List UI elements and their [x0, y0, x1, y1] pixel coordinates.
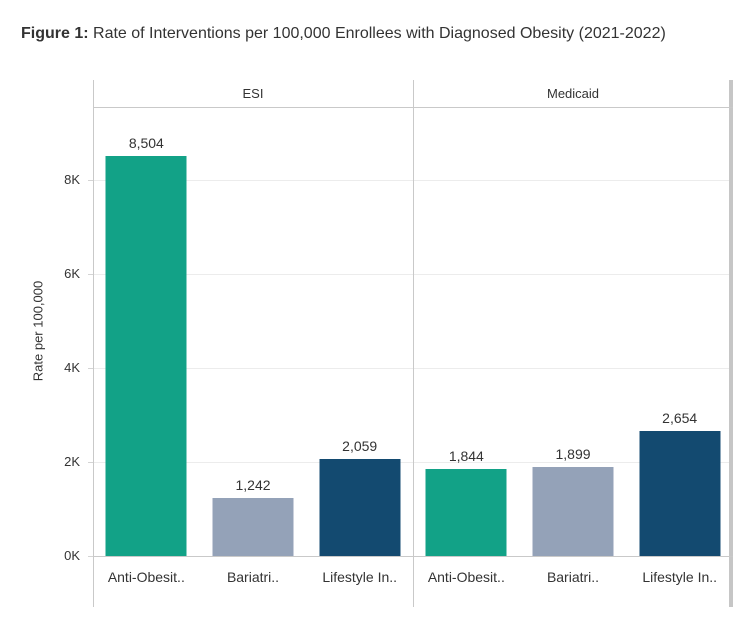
panel-header-esi: ESI — [242, 86, 264, 101]
panel-esi: 8,504 1,242 2,059 — [93, 107, 413, 556]
y-tick-label: 2K — [64, 454, 80, 469]
bar-value-label: 1,242 — [235, 477, 271, 493]
panel-medicaid: 1,844 1,899 2,654 — [413, 107, 733, 556]
y-tick-label: 4K — [64, 360, 80, 375]
bar-slot: 1,242 — [200, 107, 307, 556]
category-axis-medicaid: Anti-Obesit.. Bariatri.. Lifestyle In.. — [413, 557, 733, 607]
category-label: Lifestyle In.. — [642, 569, 718, 585]
category-label: Anti-Obesit.. — [427, 569, 505, 585]
plot-left-border — [93, 80, 94, 607]
bar-slot: 1,899 — [520, 107, 627, 556]
bar[interactable] — [639, 431, 721, 556]
bar-value-label: 8,504 — [128, 135, 164, 151]
bar-value-label: 1,899 — [555, 446, 591, 462]
panel-divider — [413, 80, 414, 607]
y-tick-label: 0K — [64, 548, 80, 563]
category-label: Lifestyle In.. — [322, 569, 398, 585]
panel-header-medicaid: Medicaid — [546, 86, 600, 101]
x-axis-baseline — [93, 556, 733, 557]
figure-title-text: Rate of Interventions per 100,000 Enroll… — [88, 25, 666, 42]
bar-value-label: 2,654 — [662, 410, 698, 426]
bar-value-label: 2,059 — [342, 438, 378, 454]
bar-slot: 2,059 — [306, 107, 413, 556]
y-tick-mark — [88, 462, 93, 463]
bar[interactable] — [212, 498, 294, 556]
bar[interactable] — [425, 469, 507, 556]
y-tick-label: 8K — [64, 172, 80, 187]
y-tick-mark — [88, 180, 93, 181]
panel-headers: ESI Medicaid — [93, 80, 733, 107]
chart-right-border — [729, 80, 733, 607]
bar-slot: 8,504 — [93, 107, 200, 556]
bar[interactable] — [319, 459, 401, 556]
bar[interactable] — [532, 467, 614, 556]
category-axis-esi: Anti-Obesit.. Bariatri.. Lifestyle In.. — [93, 557, 413, 607]
figure-title-prefix: Figure 1: — [21, 25, 89, 42]
bar-slot: 2,654 — [626, 107, 733, 556]
bar-slot: 1,844 — [413, 107, 520, 556]
category-label: Anti-Obesit.. — [107, 569, 185, 585]
y-tick-label: 6K — [64, 266, 80, 281]
y-tick-mark — [88, 274, 93, 275]
bar[interactable] — [105, 156, 187, 556]
figure-title: Figure 1: Rate of Interventions per 100,… — [21, 23, 709, 45]
y-tick-mark — [88, 368, 93, 369]
header-bottom-border — [93, 107, 733, 108]
y-tick-mark — [88, 556, 93, 557]
bar-value-label: 1,844 — [448, 448, 484, 464]
category-label: Bariatri.. — [546, 569, 600, 585]
category-label: Bariatri.. — [226, 569, 280, 585]
